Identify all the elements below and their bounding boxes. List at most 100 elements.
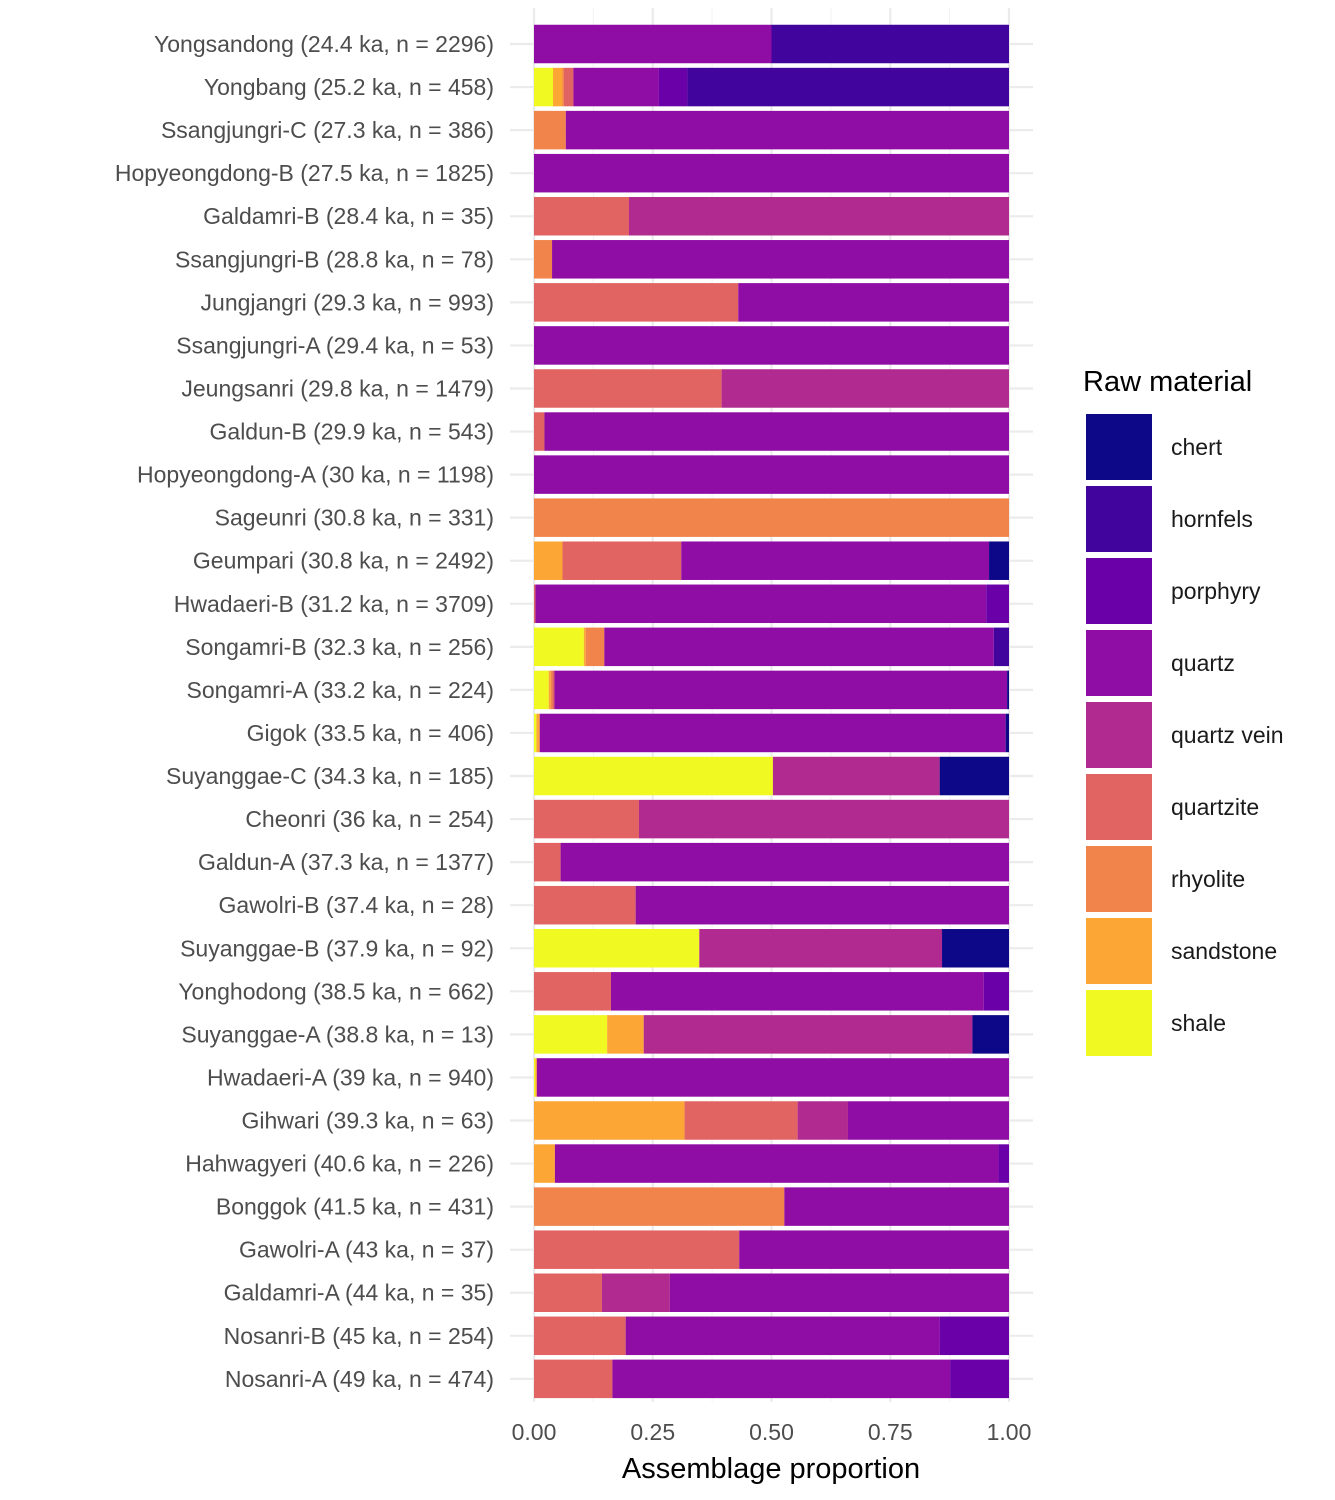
bar-segment-sandstone [534,541,563,580]
category-label: Jungjangri (29.3 ka, n = 993) [201,289,494,315]
bar-group [534,885,1009,925]
category-label: Jeungsanri (29.8 ka, n = 1479) [181,375,494,401]
bar-segment-hornfels [687,67,1009,107]
legend-label: rhyolite [1171,866,1245,892]
bar-group [534,627,1009,667]
legend-item-quartz-vein: quartz vein [1086,702,1284,768]
legend-item-quartzite: quartzite [1086,774,1259,840]
category-label: Geumpari (30.8 ka, n = 2492) [193,548,494,574]
bar-group [534,1187,1009,1226]
legend-item-chert: chert [1086,414,1223,480]
bar-segment-chert [989,541,1009,580]
bar-segment-quartz-vein [699,929,943,968]
bar-group [534,584,1009,624]
bar-segment-quartz [534,24,772,64]
legend-swatch [1086,558,1152,624]
category-label: Sageunri (30.8 ka, n = 331) [215,505,494,531]
legend: Raw material chert hornfels porphyry quartz… [1083,366,1284,1056]
bar-segment-sandstone [536,713,540,753]
bar-segment-sandstone [553,67,563,107]
legend-swatch [1086,702,1152,768]
bar-segment-shale [534,627,584,667]
category-label: Gawolri-B (37.4 ka, n = 28) [219,892,494,918]
category-label: Songamri-B (32.3 ka, n = 256) [185,634,494,660]
bar-segment-quartzite [534,1359,613,1399]
bar-segment-rhyolite [534,498,1009,537]
legend-label: quartz [1171,650,1235,676]
bar-segment-shale [534,1015,608,1054]
bar-group [534,1273,1009,1312]
bar-segment-quartz [635,885,1009,925]
bar-segment-quartz [669,1273,1009,1312]
bar-group [534,1144,1009,1183]
bar-segment-quartz [610,972,984,1011]
bar-group [534,67,1009,107]
bar-segment-shale [534,929,700,968]
bar-segment-quartz [565,110,1009,150]
bar-segment-porphyry [998,1144,1009,1183]
bar-segment-rhyolite [534,1187,785,1226]
bar-segment-quartz-vein [643,1015,973,1054]
bar-group [534,240,1009,279]
bar-segment-quartzite [534,972,611,1011]
bar-segment-quartz [847,1101,1009,1140]
bar-segment-quartz [681,541,990,580]
bar-segment-shale [534,1058,536,1097]
category-label: Yonghodong (38.5 ka, n = 662) [178,978,494,1004]
bar-segment-sandstone [535,1058,537,1097]
category-label: Galdamri-B (28.4 ka, n = 35) [203,203,494,229]
category-label: Ssangjungri-C (27.3 ka, n = 386) [161,117,494,143]
bar-segment-quartzite [534,412,545,451]
category-label: Galdamri-A (44 ka, n = 35) [224,1280,494,1306]
bar-segment-quartzite [534,885,636,925]
bar-segment-quartz-vein [638,799,1009,839]
category-label: Galdun-A (37.3 ka, n = 1377) [198,849,494,875]
legend-label: quartzite [1171,794,1259,820]
x-tick-label: 1.00 [987,1419,1032,1445]
legend-label: shale [1171,1010,1226,1036]
bar-segment-quartz-vein [721,369,1009,408]
bar-segment-chert [942,929,1009,968]
x-tick-label: 0.75 [868,1419,913,1445]
bar-segment-chert [1007,670,1009,710]
legend-title: Raw material [1083,366,1252,398]
bar-segment-shale [534,67,553,107]
legend-swatch [1086,990,1152,1056]
bar-segment-porphyry [939,1316,1009,1356]
bar-segment-sandstone [534,1101,685,1140]
bar-group [534,1359,1009,1399]
bar-group [534,1015,1009,1054]
bar-segment-rhyolite [585,627,605,667]
category-label: Bonggok (41.5 ka, n = 431) [216,1194,494,1220]
category-label: Cheonri (36 ka, n = 254) [245,806,494,832]
bar-segment-quartz [535,584,987,624]
bar-segment-quartz [554,670,1008,710]
bar-segment-chert [1005,713,1009,753]
bar-segment-shale [534,756,773,796]
bar-group [534,196,1009,236]
category-label: Hopyeongdong-B (27.5 ka, n = 1825) [115,160,494,186]
bar-segment-porphyry [658,67,688,107]
category-label: Suyanggae-C (34.3 ka, n = 185) [166,763,494,789]
legend-item-rhyolite: rhyolite [1086,846,1245,912]
bar-segment-quartz [536,1058,1009,1097]
bar-segment-quartz [552,240,1009,279]
category-label: Songamri-A (33.2 ka, n = 224) [187,677,494,703]
bar-segment-sandstone [534,1144,555,1183]
legend-swatch [1086,486,1152,552]
legend-label: sandstone [1171,938,1277,964]
bar-group [534,972,1009,1011]
bar-segment-sandstone [583,627,586,667]
bar-segment-sandstone [548,670,551,710]
category-label: Nosanri-B (45 ka, n = 254) [224,1323,494,1349]
bar-segment-quartz [612,1359,951,1399]
x-axis-title: Assemblage proportion [622,1453,920,1485]
legend-label: chert [1171,434,1223,460]
bar-segment-quartz [554,1144,999,1183]
legend-item-hornfels: hornfels [1086,486,1253,552]
bar-segment-quartz [604,627,994,667]
bar-group [534,412,1009,451]
bar-segment-quartz [534,326,1009,365]
legend-swatch [1086,774,1152,840]
bar-segment-rhyolite [550,670,553,710]
